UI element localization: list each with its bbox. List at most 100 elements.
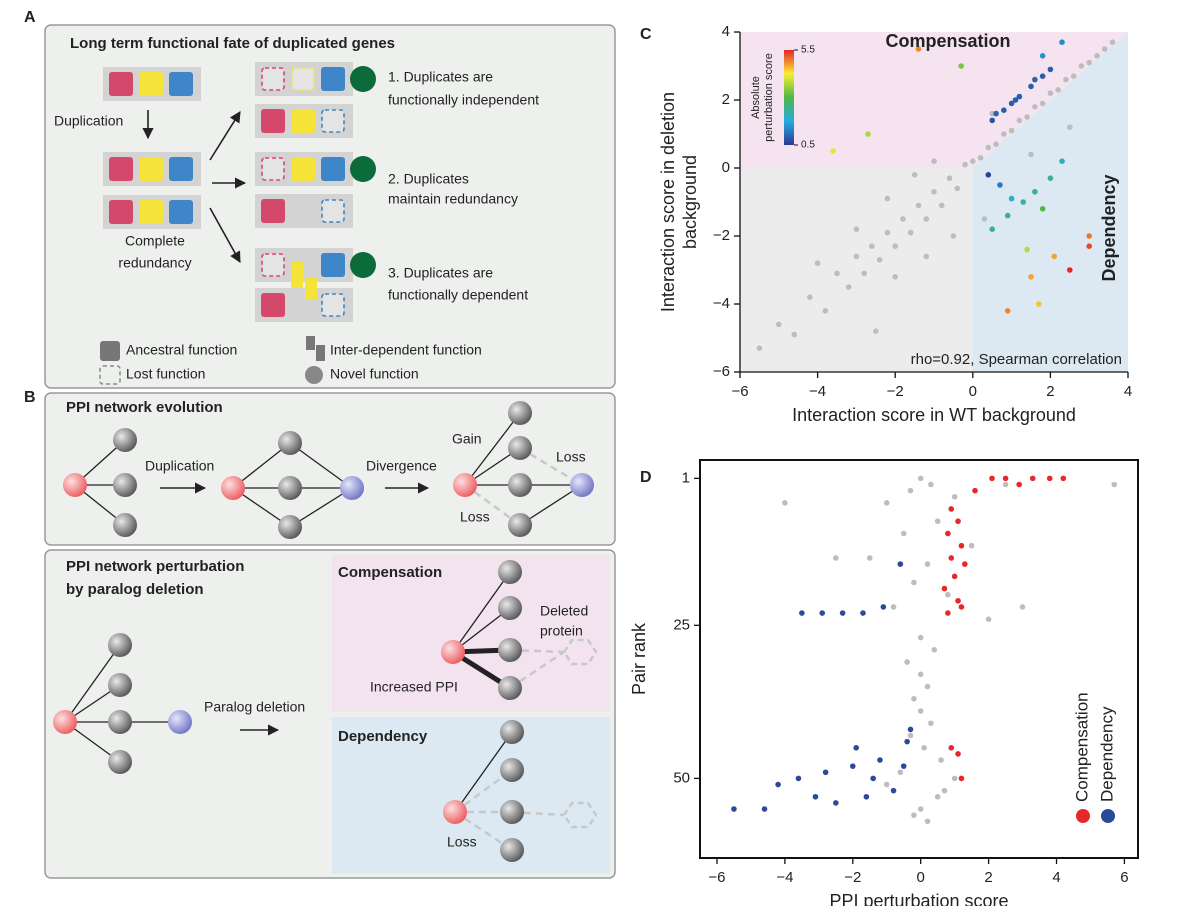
node bbox=[108, 633, 132, 657]
x-tick-label: −4 bbox=[809, 383, 826, 400]
legend-label: Novel function bbox=[330, 366, 419, 382]
point bbox=[945, 530, 951, 537]
point bbox=[853, 253, 860, 260]
lost-gene bbox=[291, 67, 315, 91]
gene bbox=[291, 157, 315, 181]
point bbox=[945, 591, 951, 598]
point bbox=[870, 775, 876, 782]
label: Loss bbox=[447, 834, 477, 850]
node bbox=[278, 476, 302, 500]
x-tick-label: 2 bbox=[984, 869, 992, 886]
point bbox=[917, 806, 924, 812]
x-tick-label: 2 bbox=[1046, 383, 1054, 400]
legend-icon bbox=[305, 366, 323, 384]
label: functionally dependent bbox=[388, 287, 528, 303]
node bbox=[63, 473, 87, 497]
point bbox=[1001, 131, 1007, 137]
point bbox=[985, 144, 992, 151]
colorbar-label: Absolute bbox=[750, 76, 762, 119]
point bbox=[1016, 481, 1022, 488]
point bbox=[890, 604, 897, 610]
point bbox=[948, 506, 955, 512]
panel-label: D bbox=[640, 469, 652, 486]
gene bbox=[169, 200, 193, 224]
point bbox=[756, 345, 763, 352]
label: Duplication bbox=[145, 458, 214, 474]
edge bbox=[289, 487, 353, 528]
colorbar-tick-label: 0.5 bbox=[801, 140, 815, 151]
point bbox=[861, 270, 867, 277]
point bbox=[892, 274, 898, 280]
node bbox=[278, 515, 302, 539]
point bbox=[897, 561, 904, 567]
point bbox=[1028, 274, 1034, 280]
x-tick-label: −2 bbox=[887, 383, 904, 400]
point bbox=[907, 726, 914, 733]
point bbox=[884, 229, 891, 236]
node bbox=[498, 676, 522, 700]
point bbox=[1032, 189, 1038, 195]
label: Divergence bbox=[366, 458, 437, 474]
point bbox=[962, 161, 968, 168]
node bbox=[498, 596, 522, 620]
plot-frame bbox=[699, 459, 1139, 859]
point bbox=[993, 141, 999, 147]
point bbox=[928, 720, 934, 727]
point bbox=[860, 610, 866, 616]
point bbox=[917, 634, 924, 641]
x-tick-label: −2 bbox=[844, 869, 861, 886]
label: Loss bbox=[556, 449, 586, 465]
point bbox=[917, 708, 924, 714]
point bbox=[958, 604, 965, 610]
point bbox=[951, 775, 958, 782]
y-tick-label: 1 bbox=[682, 469, 690, 486]
point bbox=[880, 604, 887, 610]
panel-label: B bbox=[24, 389, 36, 406]
point bbox=[948, 555, 955, 561]
point bbox=[807, 294, 813, 301]
legend-icon bbox=[100, 341, 120, 361]
y-tick-label: 0 bbox=[722, 159, 730, 176]
point bbox=[911, 579, 917, 586]
point bbox=[1039, 53, 1046, 59]
dependency-box bbox=[332, 717, 610, 874]
label: Deleted bbox=[540, 603, 588, 619]
point bbox=[865, 131, 871, 137]
point bbox=[833, 555, 839, 561]
point bbox=[900, 763, 907, 769]
gene bbox=[169, 157, 193, 181]
colorbar bbox=[784, 50, 794, 145]
node bbox=[113, 473, 137, 497]
point bbox=[954, 185, 961, 192]
point bbox=[958, 63, 964, 69]
point bbox=[1024, 246, 1030, 253]
point bbox=[934, 793, 941, 800]
node bbox=[500, 758, 524, 782]
point bbox=[1016, 117, 1023, 124]
lost-gene bbox=[321, 199, 345, 223]
node bbox=[221, 476, 245, 500]
x-tick-label: −6 bbox=[731, 383, 748, 400]
point bbox=[795, 775, 802, 782]
edge bbox=[232, 442, 291, 489]
point bbox=[1004, 212, 1011, 219]
point bbox=[890, 787, 897, 794]
point bbox=[833, 800, 839, 806]
node bbox=[508, 513, 532, 537]
point bbox=[955, 751, 961, 757]
point bbox=[907, 229, 914, 236]
point bbox=[907, 732, 914, 739]
gene bbox=[109, 72, 133, 96]
point bbox=[1002, 481, 1009, 488]
point bbox=[915, 202, 922, 209]
point bbox=[948, 744, 955, 751]
label: Increased PPI bbox=[370, 679, 458, 695]
point bbox=[819, 610, 826, 616]
point bbox=[989, 110, 995, 117]
legend-label: Dependency bbox=[1097, 706, 1116, 802]
label: 2. Duplicates bbox=[388, 171, 469, 187]
box-title: Compensation bbox=[338, 564, 442, 581]
y-tick-label: −6 bbox=[713, 363, 730, 380]
